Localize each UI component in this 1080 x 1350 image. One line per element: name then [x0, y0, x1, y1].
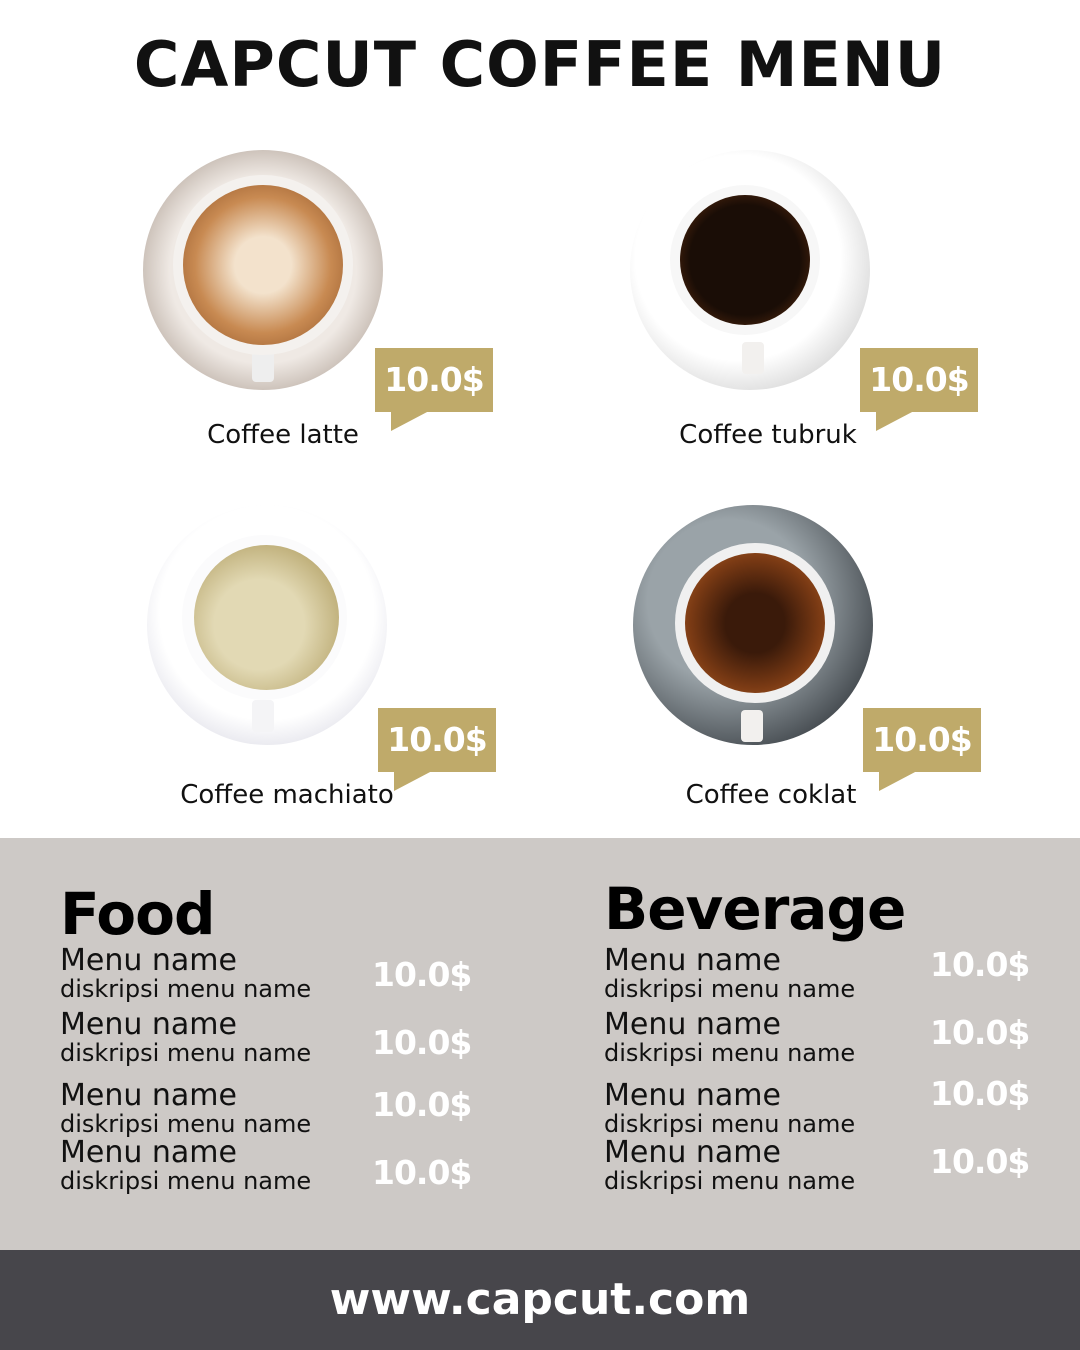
food-price: 10.0$ — [372, 1153, 472, 1192]
price-tag: 10.0$ — [863, 708, 981, 791]
food-price: 10.0$ — [372, 955, 472, 994]
food-item: Menu name diskripsi menu name — [60, 1135, 312, 1195]
coffee-tubruk-image — [630, 150, 870, 390]
beverage-title: Beverage — [604, 875, 906, 943]
product-name: Coffee tubruk — [679, 420, 857, 450]
coffee-coklat-image — [633, 505, 873, 745]
footer-url[interactable]: www.capcut.com — [0, 1250, 1080, 1350]
beverage-price: 10.0$ — [930, 1074, 1030, 1113]
product-name: Coffee machiato — [180, 780, 394, 810]
beverage-price: 10.0$ — [930, 1142, 1030, 1181]
menu-list-section: Food Beverage Menu name diskripsi menu na… — [0, 838, 1080, 1250]
menu-title: CAPCUT COFFEE MENU — [133, 28, 947, 101]
beverage-price: 10.0$ — [930, 945, 1030, 984]
product-name: Coffee coklat — [685, 780, 857, 810]
food-price: 10.0$ — [372, 1023, 472, 1062]
food-item: Menu name diskripsi menu name — [60, 1007, 312, 1067]
coffee-machiato-image — [147, 505, 387, 745]
beverage-item: Menu name diskripsi menu name — [604, 1078, 856, 1138]
beverage-item: Menu name diskripsi menu name — [604, 1007, 856, 1067]
food-item: Menu name diskripsi menu name — [60, 943, 312, 1003]
price-tag: 10.0$ — [860, 348, 978, 431]
food-title: Food — [60, 880, 215, 948]
coffee-latte-image — [143, 150, 383, 390]
food-price: 10.0$ — [372, 1085, 472, 1124]
food-item: Menu name diskripsi menu name — [60, 1078, 312, 1138]
price-tag: 10.0$ — [378, 708, 496, 791]
beverage-price: 10.0$ — [930, 1013, 1030, 1052]
price-tag: 10.0$ — [375, 348, 493, 431]
product-name: Coffee latte — [207, 420, 359, 450]
beverage-item: Menu name diskripsi menu name — [604, 1135, 856, 1195]
beverage-item: Menu name diskripsi menu name — [604, 943, 856, 1003]
